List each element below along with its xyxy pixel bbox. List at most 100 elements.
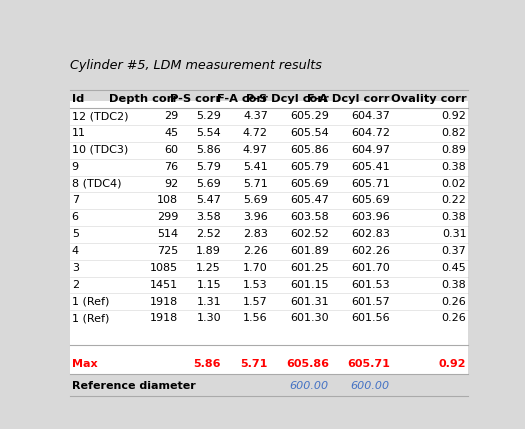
Text: 92: 92 [164, 178, 178, 189]
Text: 5.69: 5.69 [243, 196, 268, 205]
Text: 3.58: 3.58 [196, 212, 221, 222]
Text: 605.69: 605.69 [351, 196, 390, 205]
Text: 5.71: 5.71 [240, 359, 268, 369]
Text: 6: 6 [72, 212, 79, 222]
Text: 10 (TDC3): 10 (TDC3) [72, 145, 128, 155]
Text: 5.47: 5.47 [196, 196, 221, 205]
Text: 0.02: 0.02 [442, 178, 466, 189]
Text: 0.26: 0.26 [442, 296, 466, 307]
Text: 0.82: 0.82 [442, 128, 466, 138]
Text: 605.71: 605.71 [351, 178, 390, 189]
Text: 5: 5 [72, 229, 79, 239]
Text: 1.89: 1.89 [196, 246, 221, 256]
Text: 5.29: 5.29 [196, 111, 221, 121]
Text: Cylinder #5, LDM measurement results: Cylinder #5, LDM measurement results [70, 59, 322, 72]
Text: 1.30: 1.30 [196, 314, 221, 323]
Text: 514: 514 [157, 229, 178, 239]
Text: 602.52: 602.52 [290, 229, 329, 239]
Text: 7: 7 [72, 196, 79, 205]
Text: 0.38: 0.38 [442, 162, 466, 172]
Text: 0.31: 0.31 [442, 229, 466, 239]
Text: 0.45: 0.45 [442, 263, 466, 273]
Text: 605.86: 605.86 [290, 145, 329, 155]
Text: 601.89: 601.89 [290, 246, 329, 256]
Text: 601.53: 601.53 [351, 280, 390, 290]
Text: 29: 29 [164, 111, 178, 121]
Text: 0.38: 0.38 [442, 280, 466, 290]
Text: 601.56: 601.56 [351, 314, 390, 323]
Text: 1451: 1451 [150, 280, 178, 290]
Text: Max: Max [72, 359, 97, 369]
Text: 5.54: 5.54 [196, 128, 221, 138]
Text: 45: 45 [164, 128, 178, 138]
Text: 1.25: 1.25 [196, 263, 221, 273]
Text: 1.53: 1.53 [243, 280, 268, 290]
Text: 12 (TDC2): 12 (TDC2) [72, 111, 128, 121]
Text: 1.70: 1.70 [243, 263, 268, 273]
Text: 1.57: 1.57 [243, 296, 268, 307]
Text: 299: 299 [157, 212, 178, 222]
Text: 4.97: 4.97 [243, 145, 268, 155]
Text: 1.31: 1.31 [196, 296, 221, 307]
Text: 5.79: 5.79 [196, 162, 221, 172]
Text: 1 (Ref): 1 (Ref) [72, 314, 109, 323]
Text: 4: 4 [72, 246, 79, 256]
Text: 604.97: 604.97 [351, 145, 390, 155]
Text: 602.26: 602.26 [351, 246, 390, 256]
Text: 605.71: 605.71 [347, 359, 390, 369]
Text: F-A Dcyl corr: F-A Dcyl corr [308, 94, 390, 104]
Text: 2.52: 2.52 [196, 229, 221, 239]
Text: 600.00: 600.00 [351, 381, 390, 391]
Text: 605.47: 605.47 [290, 196, 329, 205]
Text: 4.72: 4.72 [243, 128, 268, 138]
Text: 605.29: 605.29 [290, 111, 329, 121]
Text: 108: 108 [157, 196, 178, 205]
Text: 1918: 1918 [150, 296, 178, 307]
Text: 605.86: 605.86 [286, 359, 329, 369]
Text: P-S Dcyl corr: P-S Dcyl corr [246, 94, 329, 104]
Text: 8 (TDC4): 8 (TDC4) [72, 178, 121, 189]
Text: Reference diameter: Reference diameter [72, 381, 195, 391]
Text: 0.89: 0.89 [442, 145, 466, 155]
Text: 3.96: 3.96 [243, 212, 268, 222]
Bar [70, 101, 468, 375]
Text: 1.56: 1.56 [243, 314, 268, 323]
Text: P-S corr: P-S corr [170, 94, 221, 104]
Text: 605.54: 605.54 [290, 128, 329, 138]
Text: Depth corr: Depth corr [109, 94, 178, 104]
Text: 4.37: 4.37 [243, 111, 268, 121]
Text: 0.26: 0.26 [442, 314, 466, 323]
Text: 603.96: 603.96 [351, 212, 390, 222]
Text: 605.79: 605.79 [290, 162, 329, 172]
Text: F-A corr: F-A corr [217, 94, 268, 104]
Text: 5.69: 5.69 [196, 178, 221, 189]
Text: 0.37: 0.37 [442, 246, 466, 256]
Text: 2.26: 2.26 [243, 246, 268, 256]
Text: 601.30: 601.30 [290, 314, 329, 323]
Text: 0.92: 0.92 [442, 111, 466, 121]
Text: 0.22: 0.22 [442, 196, 466, 205]
Text: 603.58: 603.58 [290, 212, 329, 222]
Text: 0.92: 0.92 [439, 359, 466, 369]
Text: Ovality corr: Ovality corr [391, 94, 466, 104]
Text: 601.15: 601.15 [290, 280, 329, 290]
Text: 604.72: 604.72 [351, 128, 390, 138]
Text: 601.31: 601.31 [290, 296, 329, 307]
Text: 3: 3 [72, 263, 79, 273]
Text: Id: Id [72, 94, 84, 104]
Text: 5.41: 5.41 [243, 162, 268, 172]
Text: 11: 11 [72, 128, 86, 138]
Text: 9: 9 [72, 162, 79, 172]
Text: 601.25: 601.25 [290, 263, 329, 273]
Text: 604.37: 604.37 [351, 111, 390, 121]
Text: 0.38: 0.38 [442, 212, 466, 222]
Text: 1.15: 1.15 [196, 280, 221, 290]
Text: 605.69: 605.69 [290, 178, 329, 189]
Text: 600.00: 600.00 [290, 381, 329, 391]
Text: 2.83: 2.83 [243, 229, 268, 239]
Text: 1918: 1918 [150, 314, 178, 323]
Text: 1085: 1085 [150, 263, 178, 273]
Text: 725: 725 [157, 246, 178, 256]
Text: 1 (Ref): 1 (Ref) [72, 296, 109, 307]
Text: 5.86: 5.86 [194, 359, 221, 369]
